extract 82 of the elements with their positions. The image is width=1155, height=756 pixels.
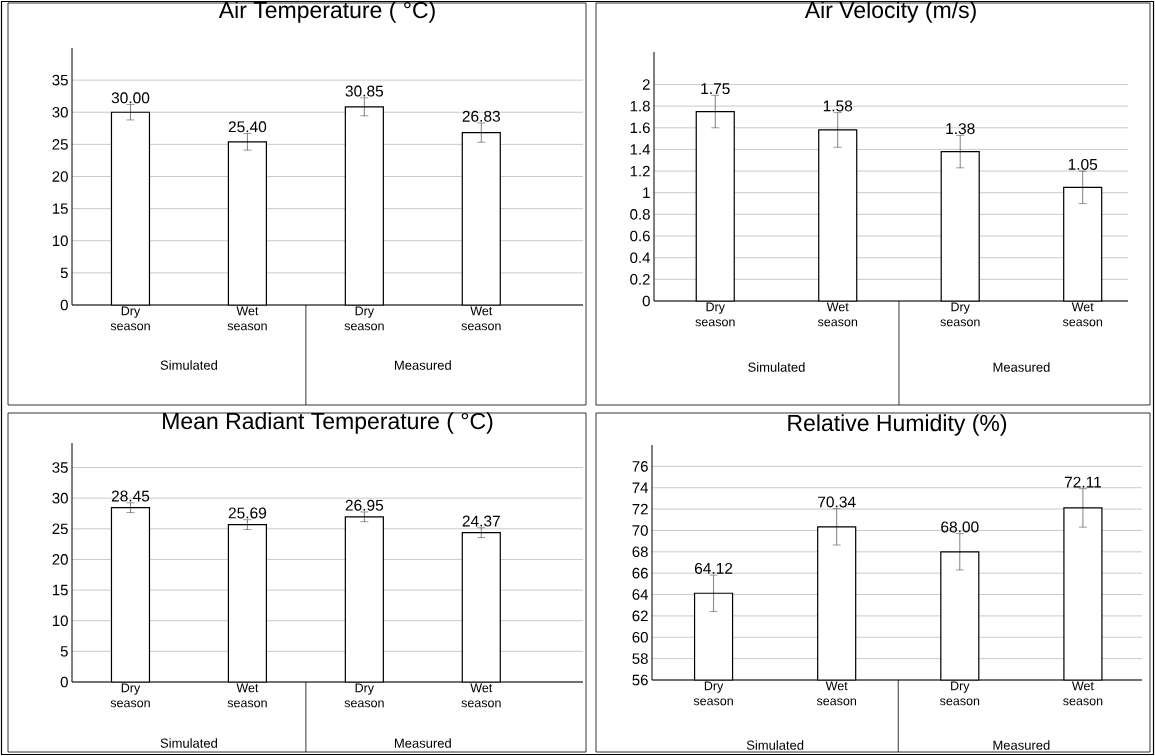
y-tick-label: 1.6: [630, 122, 650, 134]
y-tick-label: 56: [632, 674, 648, 686]
y-tick-label: 35: [52, 74, 68, 86]
x-tick-label: Wet season: [461, 306, 501, 331]
y-tick-label: 0: [642, 295, 650, 307]
x-tick-label: Dry season: [939, 681, 980, 706]
chart-title: Relative Humidity (%): [788, 414, 1007, 436]
y-tick-label: 2: [642, 79, 650, 90]
data-label: 24.37: [462, 515, 500, 527]
data-label: 26.95: [345, 499, 384, 511]
y-tick-label: 0.2: [630, 274, 650, 285]
data-label: 70.34: [818, 496, 856, 508]
y-tick-label: 0: [60, 299, 68, 311]
text: Measured: [394, 738, 451, 748]
data-label: 64.12: [694, 562, 733, 574]
x-tick-label: Wet season: [816, 681, 857, 706]
data-label: 1.75: [701, 83, 730, 95]
y-tick-label: 10: [52, 235, 68, 247]
x-tick-label: Wet season: [227, 683, 267, 708]
y-tick-label: 62: [632, 610, 648, 622]
y-tick-label: 20: [52, 554, 68, 565]
y-tick-label: 15: [52, 584, 68, 596]
y-tick-label: 1.4: [630, 144, 651, 155]
x-tick-label: Dry season: [344, 306, 384, 331]
data-label: 1.38: [946, 123, 975, 135]
x-tick-label: Wet season: [227, 306, 267, 331]
text: Simulated: [748, 362, 805, 372]
y-tick-label: 5: [60, 646, 68, 657]
text: Measured: [993, 740, 1050, 750]
y-tick-label: 1.8: [630, 100, 650, 112]
text: Simulated: [746, 740, 804, 750]
chart-title: Air Temperature ( °C): [218, 1, 435, 23]
data-label: 1.58: [823, 100, 853, 112]
y-tick-label: 0.6: [630, 230, 650, 242]
y-tick-label: 0: [60, 676, 68, 688]
x-tick-label: Dry season: [693, 681, 733, 706]
text: Simulated: [160, 738, 218, 748]
data-label: 25.69: [228, 507, 267, 519]
y-tick-label: 25: [52, 523, 68, 535]
data-label: 68.00: [941, 521, 979, 533]
y-tick-label: 60: [632, 631, 648, 643]
y-tick-label: 10: [52, 615, 68, 627]
data-label: 72.11: [1064, 476, 1101, 488]
y-tick-label: 30: [52, 106, 68, 118]
data-label: 30.85: [345, 85, 384, 97]
text: Simulated: [160, 360, 218, 370]
data-label: 26.83: [462, 110, 500, 122]
y-tick-label: 15: [52, 203, 68, 214]
data-label: 25.40: [228, 121, 267, 133]
y-tick-label: 74: [632, 482, 649, 493]
y-tick-label: 35: [52, 462, 68, 473]
y-tick-label: 1.2: [630, 165, 650, 177]
data-label: 28.45: [111, 490, 150, 502]
x-tick-label: Wet season: [1063, 681, 1103, 706]
text: Measured: [394, 360, 451, 370]
y-tick-label: 25: [52, 139, 68, 150]
x-tick-label: Dry season: [110, 306, 150, 331]
x-tick-label: Dry season: [940, 302, 980, 327]
x-tick-label: Wet season: [1062, 302, 1103, 327]
x-tick-label: Dry season: [110, 683, 150, 708]
y-tick-label: 68: [632, 546, 648, 558]
y-tick-label: 0.8: [630, 209, 650, 220]
chart-title: Air Velocity (m/s): [804, 1, 976, 23]
y-tick-label: 5: [60, 267, 68, 279]
chart-title: Mean Radiant Temperature ( °C): [163, 412, 493, 434]
y-tick-label: 72: [632, 503, 648, 515]
y-tick-label: 64: [632, 589, 649, 600]
y-tick-label: 76: [632, 461, 648, 472]
x-tick-label: Wet season: [817, 302, 858, 327]
y-tick-label: 20: [52, 171, 68, 182]
data-label: 1.05: [1068, 158, 1098, 170]
text: Measured: [993, 362, 1050, 372]
x-tick-label: Dry season: [344, 683, 384, 708]
y-tick-label: 66: [632, 567, 648, 579]
data-label: 30.00: [111, 92, 150, 104]
y-tick-label: 58: [632, 653, 648, 664]
x-tick-label: Dry season: [695, 302, 735, 327]
x-tick-label: Wet season: [461, 683, 501, 708]
y-tick-label: 30: [52, 492, 68, 504]
y-tick-label: 0.4: [630, 252, 651, 263]
y-tick-label: 1: [643, 187, 650, 198]
y-tick-label: 70: [632, 525, 648, 536]
